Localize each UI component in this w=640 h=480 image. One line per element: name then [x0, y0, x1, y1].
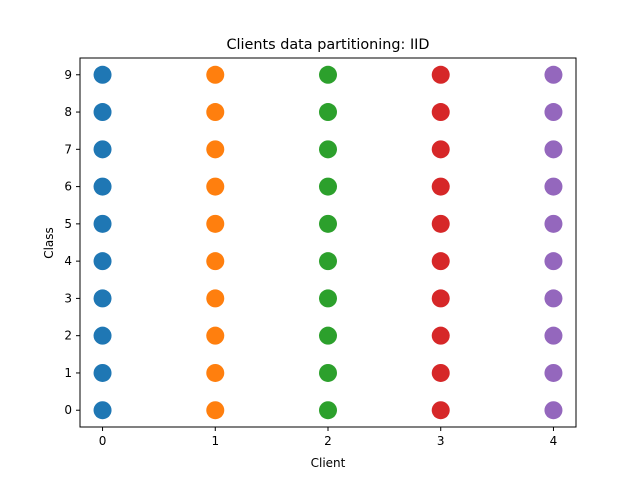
- point-client-3-class-6: [431, 177, 450, 196]
- point-client-3-class-4: [431, 252, 450, 271]
- x-tick-label: 0: [99, 434, 107, 448]
- x-tick-label: 1: [211, 434, 219, 448]
- point-client-4-class-4: [544, 252, 563, 271]
- point-client-0-class-1: [93, 363, 112, 382]
- y-tick-label: 2: [64, 329, 72, 343]
- point-client-4-class-0: [544, 401, 563, 420]
- point-client-2-class-0: [319, 401, 337, 420]
- point-client-0-class-5: [93, 214, 112, 233]
- x-axis-ticks: 0 1 2 3 4: [99, 427, 558, 448]
- point-client-2-class-3: [319, 289, 337, 308]
- y-axis-label: Class: [42, 227, 56, 259]
- y-tick-label: 6: [64, 180, 72, 194]
- point-client-0-class-9: [93, 65, 112, 84]
- point-client-4-class-2: [544, 326, 563, 345]
- point-client-2-class-1: [319, 363, 337, 382]
- point-client-2-class-4: [319, 252, 337, 271]
- point-client-2-class-7: [319, 140, 337, 159]
- y-tick-label: 1: [64, 366, 72, 380]
- point-client-4-class-1: [544, 363, 563, 382]
- y-tick-label: 0: [64, 403, 72, 417]
- y-tick-label: 9: [64, 68, 72, 82]
- point-client-3-class-2: [431, 326, 450, 345]
- point-client-2-class-6: [319, 177, 337, 196]
- point-client-1-class-5: [206, 214, 225, 233]
- point-client-4-class-3: [544, 289, 563, 308]
- point-client-1-class-4: [206, 252, 225, 271]
- point-client-0-class-8: [93, 103, 112, 122]
- point-client-1-class-7: [206, 140, 225, 159]
- point-client-0-class-4: [93, 252, 112, 271]
- point-client-3-class-3: [431, 289, 450, 308]
- point-client-1-class-3: [206, 289, 225, 308]
- point-client-3-class-8: [431, 103, 450, 122]
- x-tick-label: 2: [324, 434, 332, 448]
- y-tick-label: 3: [64, 291, 72, 305]
- y-tick-label: 4: [64, 254, 72, 268]
- y-tick-label: 7: [64, 142, 72, 156]
- point-client-1-class-9: [206, 65, 225, 84]
- point-client-4-class-9: [544, 65, 563, 84]
- x-tick-label: 4: [550, 434, 558, 448]
- y-tick-label: 5: [64, 217, 72, 231]
- point-client-2-class-5: [319, 214, 337, 233]
- x-axis-label: Client: [311, 456, 346, 470]
- data-points: [93, 65, 563, 420]
- point-client-3-class-5: [431, 214, 450, 233]
- point-client-2-class-2: [319, 326, 337, 345]
- point-client-1-class-1: [206, 363, 225, 382]
- point-client-1-class-2: [206, 326, 225, 345]
- point-client-3-class-1: [431, 363, 450, 382]
- y-tick-label: 8: [64, 105, 72, 119]
- point-client-4-class-6: [544, 177, 563, 196]
- point-client-3-class-7: [431, 140, 450, 159]
- point-client-4-class-5: [544, 214, 563, 233]
- point-client-1-class-6: [206, 177, 225, 196]
- point-client-0-class-6: [93, 177, 112, 196]
- point-client-1-class-8: [206, 103, 225, 122]
- point-client-4-class-7: [544, 140, 563, 159]
- point-client-3-class-9: [431, 65, 450, 84]
- x-tick-label: 3: [437, 434, 445, 448]
- y-axis-ticks: 0 1 2 3 4 5 6 7 8 9: [64, 68, 80, 417]
- point-client-0-class-2: [93, 326, 112, 345]
- point-client-2-class-9: [319, 65, 337, 84]
- point-client-0-class-0: [93, 401, 112, 420]
- point-client-0-class-3: [93, 289, 112, 308]
- point-client-2-class-8: [319, 103, 337, 122]
- point-client-1-class-0: [206, 401, 225, 420]
- point-client-3-class-0: [431, 401, 450, 420]
- point-client-4-class-8: [544, 103, 563, 122]
- chart-title: Clients data partitioning: IID: [226, 37, 429, 53]
- point-client-0-class-7: [93, 140, 112, 159]
